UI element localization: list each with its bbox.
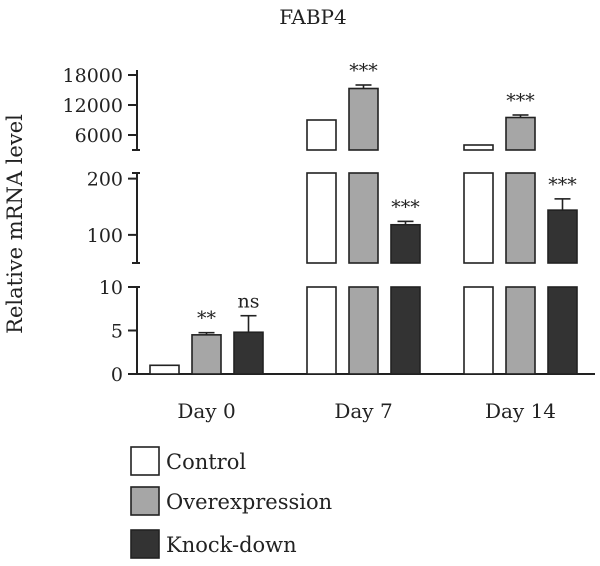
bar-knock-down <box>390 223 421 264</box>
legend-swatch <box>130 486 160 516</box>
bar-knock-down <box>233 331 264 375</box>
significance-label: *** <box>548 174 577 196</box>
chart-title: FABP4 <box>279 5 346 29</box>
significance-label: *** <box>391 196 420 218</box>
y-tick-label: 200 <box>87 169 123 191</box>
bar-knock-down <box>390 286 421 375</box>
bar-knock-down <box>547 286 578 375</box>
bar-control <box>306 119 337 151</box>
y-axis-label: Relative mRNA level <box>3 114 27 334</box>
bar-overexpression <box>348 172 379 264</box>
bar-control <box>306 172 337 264</box>
x-tick-label: Day 0 <box>177 399 235 423</box>
y-tick-label: 100 <box>87 225 123 247</box>
bar-overexpression <box>191 334 222 375</box>
bar-control <box>149 364 180 375</box>
bar-overexpression <box>348 87 379 151</box>
legend-label: Control <box>166 450 246 474</box>
y-tick-label: 12000 <box>63 95 123 117</box>
bar-overexpression <box>505 116 536 151</box>
x-tick-label: Day 14 <box>485 399 556 423</box>
y-tick-label: 6000 <box>75 125 123 147</box>
y-tick-label: 0 <box>111 364 123 386</box>
legend: Control Overexpression Knock-down <box>130 446 332 559</box>
legend-swatch <box>130 446 160 476</box>
significance-label: *** <box>349 60 378 82</box>
y-tick-label: 18000 <box>63 65 123 87</box>
bar-overexpression <box>348 286 379 375</box>
bar-control <box>463 286 494 375</box>
y-tick-label: 5 <box>111 321 123 343</box>
legend-label: Overexpression <box>166 490 332 514</box>
bar-control <box>463 144 494 151</box>
bar-overexpression <box>505 172 536 264</box>
bar-overexpression <box>505 286 536 375</box>
legend-label: Knock-down <box>166 533 297 557</box>
bars <box>149 84 578 375</box>
significance-label: ** <box>197 308 217 330</box>
y-tick-label: 10 <box>99 277 123 299</box>
significance-label: ns <box>238 291 260 313</box>
bar-control <box>463 172 494 264</box>
legend-swatch <box>130 529 160 559</box>
significance-label: *** <box>506 90 535 112</box>
x-tick-label: Day 7 <box>334 399 392 423</box>
labels: ** ns Day 0 *** *** Day 7 *** *** Day 14 <box>177 60 577 423</box>
bar-control <box>306 286 337 375</box>
bar-knock-down <box>547 209 578 264</box>
